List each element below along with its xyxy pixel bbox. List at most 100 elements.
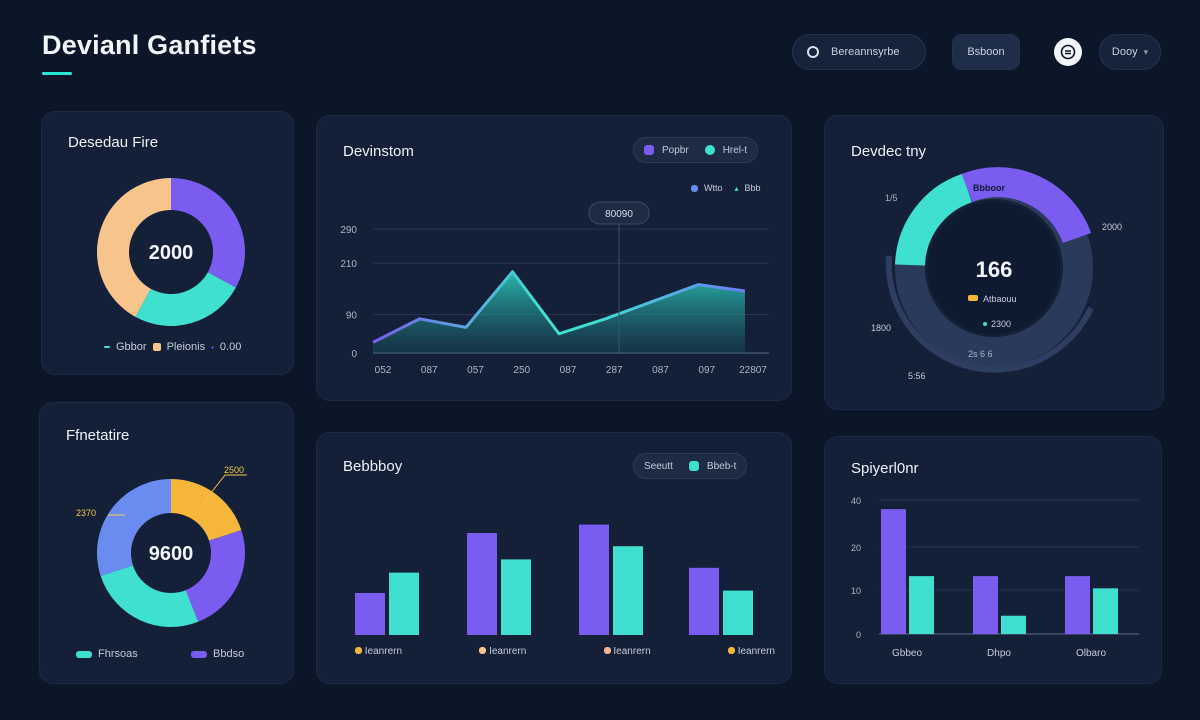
legend-item: Fhrsoas bbox=[98, 648, 138, 660]
legend-swatch bbox=[603, 647, 611, 654]
donut-slice bbox=[171, 178, 245, 288]
x-tick-label: 087 bbox=[421, 365, 438, 376]
x-tick-label: 250 bbox=[513, 365, 530, 376]
bar bbox=[881, 509, 906, 634]
gauge-label: 8085 bbox=[1026, 233, 1046, 243]
donut-slice bbox=[135, 272, 236, 326]
gauge-label: 2s 6 6 bbox=[968, 349, 993, 359]
x-tick-label: 052 bbox=[375, 365, 392, 376]
search-icon bbox=[807, 46, 819, 58]
x-tick-label: 287 bbox=[606, 365, 623, 376]
search-label: Bereannsyrbe bbox=[831, 46, 900, 58]
bar-chart-2: 40 20 10 0 Gbbeo Dhpo Olbaro bbox=[851, 496, 1139, 659]
title-underline bbox=[42, 72, 72, 75]
legend-swatch bbox=[76, 650, 92, 658]
tooltip-value: 80090 bbox=[605, 209, 633, 220]
user-icon[interactable] bbox=[1054, 38, 1082, 66]
x-tick-label: Gbbeo bbox=[892, 648, 922, 659]
gauge-segment-teal bbox=[895, 173, 973, 267]
gauge-label: 5:56 bbox=[908, 371, 926, 381]
area-fill bbox=[373, 271, 745, 353]
legend-item: Bbdso bbox=[213, 648, 245, 660]
legend-item: Gbbor bbox=[116, 341, 147, 353]
bar bbox=[1065, 576, 1090, 634]
gauge-center bbox=[928, 202, 1060, 334]
x-tick-label: 22807 bbox=[739, 365, 767, 376]
tooltip: 80090 bbox=[588, 201, 650, 225]
y-tick-label: 90 bbox=[346, 311, 358, 322]
gauge-sub-swatch bbox=[968, 295, 978, 301]
donut-slice bbox=[100, 565, 199, 627]
y-tick-label: 0 bbox=[351, 349, 357, 360]
area-line bbox=[372, 270, 746, 344]
legend-item: Pleionis bbox=[166, 341, 206, 353]
legend-item: Bbeb-t bbox=[706, 460, 737, 472]
donut-slice bbox=[96, 479, 171, 576]
gauge-label: Bbboor bbox=[973, 183, 1005, 193]
bar bbox=[355, 593, 385, 635]
legend: Fhrsoas bbox=[76, 648, 138, 660]
sub-legend: Wtto ▴ Bbb bbox=[691, 183, 761, 193]
bar bbox=[689, 567, 719, 635]
legend: Gbbor Pleionis • 0.00 bbox=[104, 341, 241, 353]
legend-item: 0.00 bbox=[219, 341, 242, 353]
gauge-label: 2000 bbox=[1102, 222, 1122, 232]
y-tick-label: 10 bbox=[851, 586, 861, 596]
legend-item: Ieanrern bbox=[737, 646, 775, 657]
legend-swatch bbox=[727, 647, 735, 654]
x-tick-label: 087 bbox=[560, 365, 577, 376]
legend-item: Popbr bbox=[662, 144, 689, 156]
donut-slice bbox=[97, 178, 171, 317]
card-bars-1: Bebbboy Seeutt Bbeb-t Ieanrern Ieanrern … bbox=[316, 432, 792, 684]
card-pie-1: Desedau Fire 2000 Gbbor Pleionis • 0.00 bbox=[41, 111, 294, 375]
legend-item: Ieanrern bbox=[489, 646, 527, 657]
gauge-sub-label: Atbaouu bbox=[983, 294, 1017, 304]
legend-item: Hrel-t bbox=[722, 144, 748, 156]
gauge-label: 1800 bbox=[871, 323, 891, 333]
legend-pill[interactable]: Popbr Hrel-t bbox=[633, 137, 759, 163]
search-button[interactable]: Bereannsyrbe bbox=[792, 34, 926, 70]
donut-center-value: 9600 bbox=[149, 543, 194, 565]
x-tick-label: Dhpo bbox=[987, 648, 1011, 659]
page-title: Devianl Ganfiets bbox=[42, 30, 257, 60]
legend-swatch bbox=[104, 346, 110, 348]
bar-legend: Ieanrern Ieanrern Ieanrern Ieanrern bbox=[355, 646, 775, 657]
chevron-down-icon: ▾ bbox=[1143, 46, 1149, 57]
card-title: Ffnetatire bbox=[66, 427, 130, 444]
legend-entry: Ieanrern bbox=[479, 646, 526, 657]
legend-entry: Ieanrern bbox=[603, 646, 651, 657]
card-area: Devinstom Popbr Hrel-t Wtto ▴ Bbb bbox=[316, 115, 792, 401]
bar-chart-1 bbox=[355, 524, 753, 635]
legend-swatch bbox=[479, 647, 487, 654]
menu-button[interactable]: Dooy ▾ bbox=[1099, 34, 1161, 70]
legend-pill[interactable]: Seeutt Bbeb-t bbox=[633, 453, 748, 479]
legend-swatch bbox=[152, 343, 161, 351]
card-bars-2: Spiyerl0nr 40 20 10 0 Gbbeo Dhpo Olbaro bbox=[824, 436, 1162, 684]
gauge-chart: 166 Atbaouu 2300 1/5 2000 8085 1800 2s 6… bbox=[871, 167, 1122, 381]
legend-item: Wtto bbox=[704, 183, 723, 193]
card-title: Devinstom bbox=[343, 143, 414, 160]
y-tick-label: 290 bbox=[340, 225, 357, 236]
donut-chart-2: 9600 2500 2370 bbox=[76, 465, 247, 627]
legend-swatch: • bbox=[211, 342, 214, 352]
gauge-segment-purple bbox=[961, 167, 1092, 244]
legend-swatch bbox=[691, 184, 698, 192]
filter-button[interactable]: Bsboon bbox=[952, 34, 1020, 70]
callout-label: 2500 bbox=[224, 465, 244, 475]
card-title: Devdec tny bbox=[851, 143, 927, 160]
card-pie-2: Ffnetatire 9600 2500 2370 Fhrsoas Bbdso bbox=[39, 402, 294, 684]
gauge-value: 166 bbox=[976, 257, 1013, 282]
legend-swatch bbox=[644, 145, 654, 155]
bar bbox=[467, 533, 497, 635]
gauge-sub2-dot bbox=[983, 322, 987, 326]
legend-item: Ieanrern bbox=[364, 646, 403, 657]
legend: Bbdso bbox=[191, 648, 244, 660]
callout-line bbox=[202, 474, 226, 504]
y-tick-label: 20 bbox=[851, 543, 861, 553]
bar bbox=[501, 559, 531, 635]
gauge-outer-ring bbox=[885, 255, 1094, 373]
gauge-sub2-label: 2300 bbox=[991, 319, 1011, 329]
card-title: Bebbboy bbox=[343, 458, 403, 475]
x-tick-label: Olbaro bbox=[1076, 648, 1106, 659]
y-tick-label: 210 bbox=[340, 259, 357, 270]
